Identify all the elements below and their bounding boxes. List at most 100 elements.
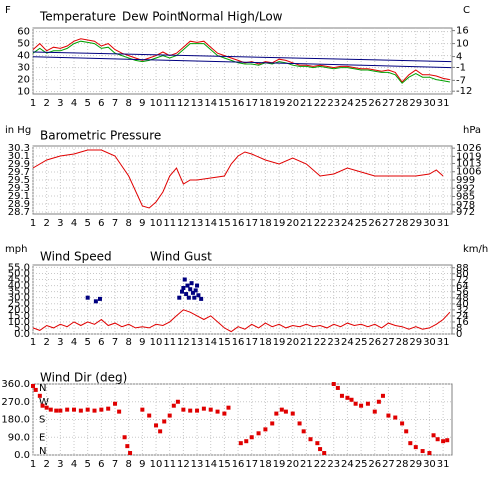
plot-area	[32, 264, 453, 335]
point	[93, 299, 98, 304]
legend-label: Dew Point	[122, 10, 182, 24]
x-tick-label: 7	[112, 218, 118, 229]
x-tick-label: 28	[396, 98, 409, 109]
point	[335, 385, 340, 390]
point	[308, 437, 313, 442]
point	[393, 415, 398, 420]
point	[431, 433, 436, 438]
x-tick-label: 6	[98, 337, 104, 348]
x-tick-label: 20	[286, 98, 299, 109]
y-tick-label: 10.0	[8, 317, 30, 328]
direction-label: S	[39, 415, 45, 426]
x-tick-label: 8	[126, 337, 132, 348]
x-tick-label: 13	[191, 98, 204, 109]
y2-axis-label: hPa	[463, 125, 481, 136]
point	[222, 411, 227, 416]
x-tick-label: 7	[112, 459, 118, 470]
y-tick-label: 29.9	[8, 159, 30, 170]
x-tick-label: 10	[150, 459, 163, 470]
point	[92, 408, 97, 413]
x-tick-label: 6	[98, 459, 104, 470]
x-tick-label: 18	[259, 459, 272, 470]
point	[315, 441, 320, 446]
y-tick-label: 360.0	[1, 379, 30, 390]
x-tick-label: 21	[300, 337, 313, 348]
point	[345, 395, 350, 400]
x-tick-label: 19	[273, 98, 286, 109]
x-tick-label: 4	[71, 218, 77, 229]
chart-title: Barometric Pressure	[40, 129, 161, 143]
point	[270, 421, 275, 426]
y2-tick-label: 1013	[456, 158, 481, 169]
x-tick-label: 16	[232, 459, 245, 470]
legend-label: Temperature	[39, 10, 116, 24]
x-tick-label: 3	[57, 98, 63, 109]
y-tick-label: 30.0	[8, 293, 30, 304]
y-tick-label: 50.0	[8, 268, 30, 279]
y2-tick-label: 40	[456, 299, 469, 310]
y-tick-label: 180.0	[1, 415, 30, 426]
x-tick-label: 29	[409, 218, 422, 229]
x-tick-label: 28	[396, 459, 409, 470]
point	[140, 407, 145, 412]
point	[359, 403, 364, 408]
x-tick-label: 28	[396, 337, 409, 348]
point	[175, 399, 180, 404]
x-tick-label: 16	[232, 218, 245, 229]
y2-axis-label: km/h	[463, 244, 488, 255]
x-tick-label: 7	[112, 98, 118, 109]
point	[113, 401, 118, 406]
x-tick-label: 2	[43, 459, 49, 470]
x-tick-label: 22	[314, 337, 327, 348]
point	[435, 437, 440, 442]
x-tick-label: 28	[396, 218, 409, 229]
x-tick-label: 8	[126, 459, 132, 470]
x-tick-label: 12	[177, 218, 190, 229]
y-tick-label: 29.7	[8, 167, 30, 178]
point	[97, 296, 102, 301]
x-tick-label: 5	[84, 218, 90, 229]
line	[32, 40, 450, 84]
point	[128, 451, 133, 456]
point	[404, 429, 409, 434]
y-tick-label: 30.3	[8, 143, 30, 154]
point	[31, 383, 35, 388]
y-tick-label: 55.0	[8, 262, 30, 273]
point	[318, 447, 323, 452]
x-tick-label: 12	[177, 459, 190, 470]
y-tick-label: 20	[17, 75, 30, 86]
point	[290, 411, 295, 416]
point	[185, 283, 190, 288]
x-tick-label: 14	[204, 218, 217, 229]
x-tick-label: 14	[204, 459, 217, 470]
point	[400, 421, 405, 426]
point	[181, 407, 186, 412]
y-tick-label: 35.0	[8, 287, 30, 298]
point	[372, 409, 377, 414]
x-tick-label: 27	[382, 218, 395, 229]
x-tick-label: 24	[341, 98, 354, 109]
y-tick-label: 28.7	[8, 207, 30, 218]
point	[193, 288, 198, 293]
direction-label: N	[39, 446, 46, 457]
point	[180, 289, 185, 294]
x-tick-label: 4	[71, 459, 77, 470]
x-tick-label: 4	[71, 98, 77, 109]
y-tick-label: 15.0	[8, 311, 30, 322]
y-tick-label: 40.0	[8, 281, 30, 292]
x-tick-label: 15	[218, 337, 231, 348]
y2-tick-label: 16	[456, 317, 469, 328]
x-tick-label: 30	[423, 98, 436, 109]
x-tick-label: 5	[84, 98, 90, 109]
x-tick-label: 11	[163, 218, 176, 229]
point	[122, 435, 127, 440]
point	[125, 444, 130, 449]
direction-label: E	[39, 432, 45, 443]
y2-tick-label: 56	[456, 287, 469, 298]
point	[195, 283, 200, 288]
x-tick-label: 13	[191, 337, 204, 348]
y-tick-label: 10	[17, 87, 30, 98]
line	[32, 56, 452, 69]
y2-tick-label: 978	[456, 200, 475, 211]
x-tick-label: 26	[368, 218, 381, 229]
